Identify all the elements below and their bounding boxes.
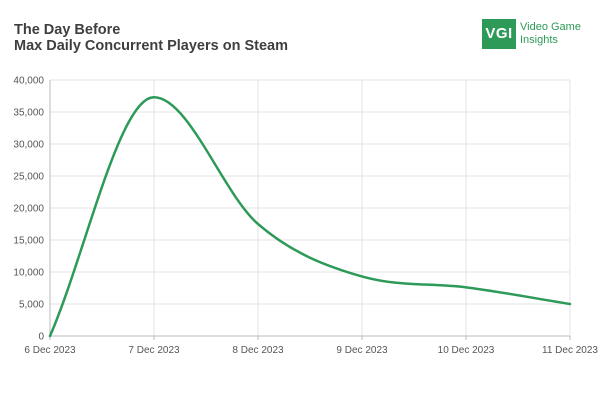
y-tick-label: 30,000 xyxy=(13,140,44,151)
y-tick-label: 35,000 xyxy=(13,108,44,119)
y-tick-label: 40,000 xyxy=(13,76,44,87)
chart-subtitle: Max Daily Concurrent Players on Steam xyxy=(14,38,288,54)
y-tick-label: 10,000 xyxy=(13,268,44,279)
vgi-logo-line-1: Video Game xyxy=(520,21,581,33)
x-tick-label: 10 Dec 2023 xyxy=(438,345,495,356)
x-tick-label: 9 Dec 2023 xyxy=(336,345,388,356)
vgi-logo-mark: VGI xyxy=(482,19,516,49)
chart-series xyxy=(48,96,572,338)
x-tick-label: 8 Dec 2023 xyxy=(232,345,284,356)
chart-title-block: The Day Before Max Daily Concurrent Play… xyxy=(14,22,374,54)
y-tick-label: 15,000 xyxy=(13,236,44,247)
vgi-logo-line-2: Insights xyxy=(520,34,558,46)
chart-grid xyxy=(49,79,571,337)
y-tick-label: 20,000 xyxy=(13,204,44,215)
x-tick-label: 6 Dec 2023 xyxy=(24,345,76,356)
chart-title: The Day Before xyxy=(14,22,121,38)
vgi-logo-text: Video Game Insights xyxy=(520,21,581,47)
x-tick-label: 7 Dec 2023 xyxy=(128,345,180,356)
chart-axes: 0 5,000 10,000 15,000 20,000 25,000 30,000 35,0… xyxy=(13,76,598,357)
series-line xyxy=(48,96,572,338)
y-tick-label: 5,000 xyxy=(19,300,44,311)
y-tick-label: 0 xyxy=(38,332,44,343)
vgi-logo: VGI Video Game Insights xyxy=(482,19,581,49)
y-tick-label: 25,000 xyxy=(13,172,44,183)
x-tick-label: 11 Dec 2023 xyxy=(542,345,598,356)
